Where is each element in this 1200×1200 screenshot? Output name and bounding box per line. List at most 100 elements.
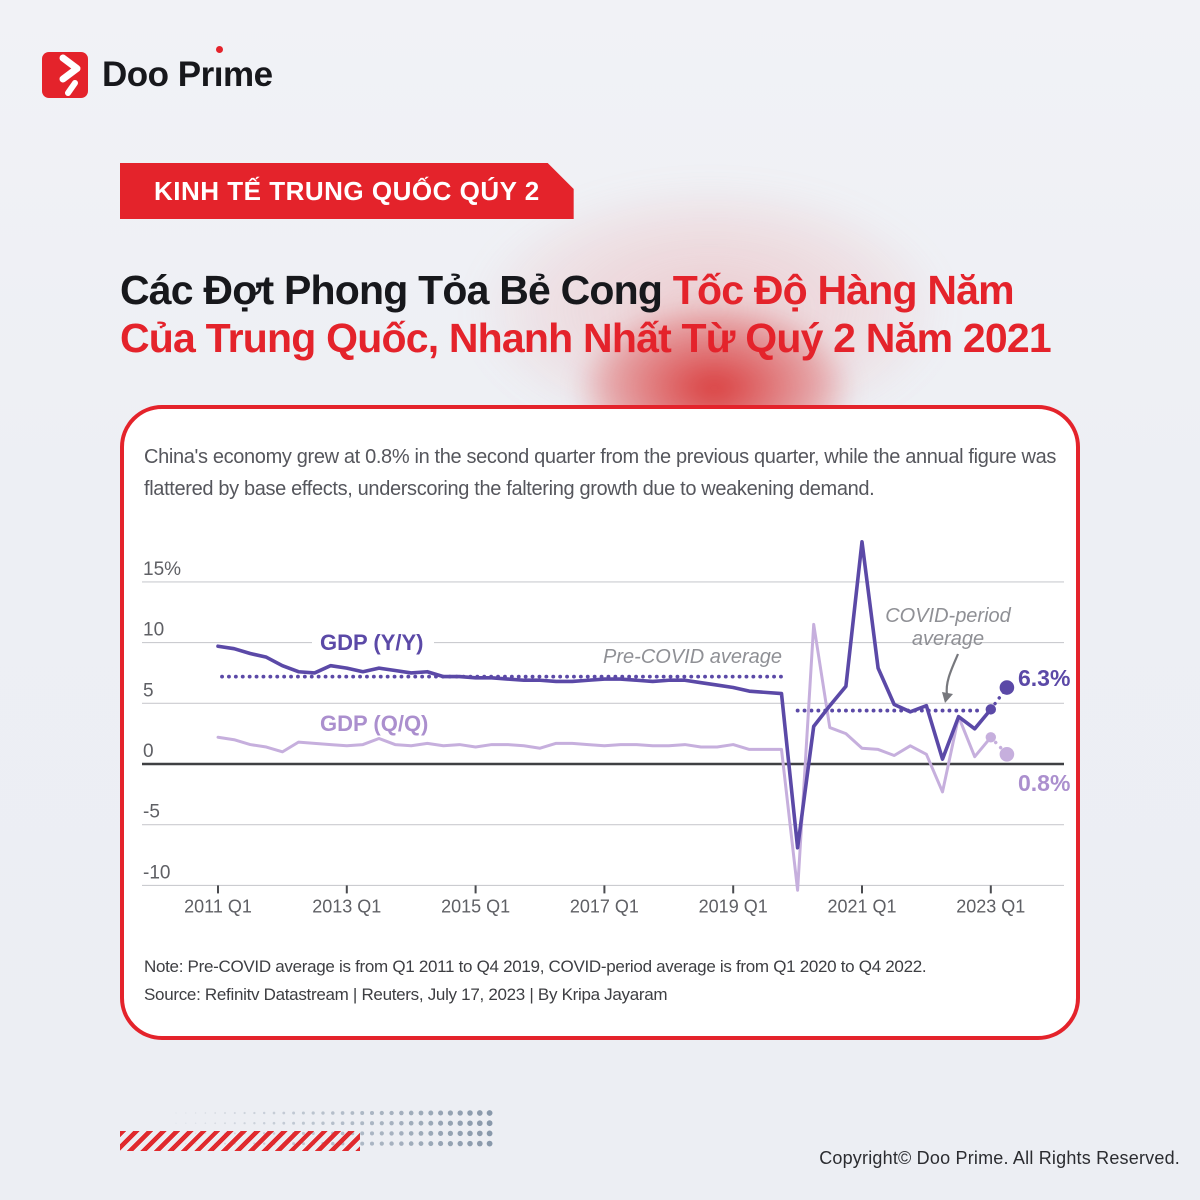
deco-dot [486,1110,493,1116]
y-axis-tick-label: 15% [143,559,181,580]
deco-dot [447,1110,454,1116]
covid-average-annotation-line1: COVID-period [885,605,1011,627]
x-axis-tick-label: 2011 Q1 [184,896,252,916]
deco-dot [204,1122,207,1125]
deco-dot [457,1120,463,1126]
deco-dot [350,1111,355,1115]
gdp-qq-q1-dot [985,732,996,743]
gdp-yy-label: GDP (Y/Y) [320,630,424,655]
x-axis-tick-label: 2013 Q1 [312,896,381,916]
deco-dot [476,1130,483,1137]
deco-dot [379,1141,384,1146]
chart-footnotes: Note: Pre-COVID average is from Q1 2011 … [144,953,1064,1009]
x-axis-tick-label: 2019 Q1 [699,896,768,916]
deco-dot [399,1131,404,1136]
doo-prime-logo: Doo Prı me [42,46,273,98]
deco-dot [418,1141,424,1146]
deco-dot [379,1121,384,1126]
deco-dot [185,1112,187,1114]
deco-dot [340,1121,345,1126]
background-red-globe-glow [520,240,880,430]
deco-dot [467,1110,473,1116]
y-axis-tick-label: 5 [143,680,154,701]
gdp-yy-q1-dot [985,704,996,715]
deco-dot [214,1112,217,1114]
deco-dot [438,1141,444,1147]
title-line-2: Của Trung Quốc, Nhanh Nhất Từ Quý 2 Năm … [120,315,1052,361]
doo-prime-logo-icon [42,52,88,98]
gdp-qq-label: GDP (Q/Q) [320,711,428,736]
deco-dot [486,1130,493,1137]
chart-card: China's economy grew at 0.8% in the seco… [120,405,1080,1040]
deco-dot [272,1121,276,1125]
deco-dot [331,1121,335,1125]
deco-dot [243,1111,246,1115]
deco-dot [399,1120,404,1126]
deco-dot [428,1130,434,1136]
deco-dot [321,1111,325,1115]
deco-dot [457,1140,463,1147]
annotation-arrow [945,653,960,696]
deco-dot [369,1131,375,1136]
deco-dot [476,1120,483,1127]
deco-dot [292,1111,296,1115]
deco-dot [418,1110,424,1116]
deco-dot [253,1122,256,1125]
covid-average-annotation-line2: average [912,628,984,650]
gdp-yy-line [216,540,993,850]
deco-dot [360,1131,365,1136]
deco-dot [389,1141,394,1146]
deco-dot [399,1141,404,1146]
y-axis-tick-label: 10 [143,620,164,641]
chart-note: Note: Pre-COVID average is from Q1 2011 … [144,957,927,976]
pre-covid-average-annotation: Pre-COVID average [603,646,782,668]
deco-dot [428,1110,434,1116]
deco-dot [438,1120,444,1126]
deco-dot [457,1130,463,1137]
deco-dot [311,1121,315,1125]
page-title: Các Đợt Phong Tỏa Bẻ Cong Tốc Độ Hàng Nă… [120,266,1052,362]
deco-dot [282,1111,286,1115]
deco-dot [438,1110,444,1116]
deco-dot [253,1111,256,1115]
chart-description: China's economy grew at 0.8% in the seco… [144,446,1057,500]
doo-prime-logo-text: Doo Prı me [102,46,273,95]
title-line-1: Các Đợt Phong Tỏa Bẻ Cong Tốc Độ Hàng Nă… [120,267,1015,313]
deco-dot [331,1111,335,1115]
deco-dot [214,1122,217,1125]
deco-dot [292,1121,296,1125]
deco-dot [262,1121,266,1125]
deco-dot [379,1110,384,1116]
deco-dot [360,1111,365,1115]
deco-dot [272,1111,276,1115]
gdp-line-chart: 15% 10 5 0 -5 -10 2011 Q1 2013 Q1 2015 Q1 2017 Q1… [142,540,1070,916]
deco-dot [233,1122,236,1125]
section-badge: KINH TẾ TRUNG QUỐC QÚY 2 [120,163,574,219]
deco-dot [486,1120,493,1127]
deco-dot [476,1140,483,1147]
deco-dot [476,1110,483,1116]
deco-dot [408,1131,414,1136]
deco-dot [418,1120,424,1126]
annotation-arrowhead [942,692,953,703]
deco-dot [321,1121,325,1125]
red-hatch-bar-decoration [120,1131,360,1151]
deco-dot [467,1140,473,1147]
chart-source: Source: Refinitv Datastream | Reuters, J… [144,985,668,1004]
deco-dot [282,1121,286,1125]
deco-dot [262,1111,266,1115]
copyright-text: Copyright© Doo Prime. All Rights Reserve… [819,1148,1180,1168]
x-axis-tick-label: 2017 Q1 [570,896,639,916]
label-knockout [312,629,434,655]
deco-dot [360,1141,365,1146]
deco-dot [447,1120,454,1126]
gdp-yy-q2-dot [999,680,1015,695]
deco-dot [175,1122,177,1124]
deco-dot [243,1122,246,1125]
deco-dot [408,1120,414,1126]
deco-dot [194,1122,197,1124]
deco-dot [301,1121,305,1125]
deco-dot [340,1111,345,1115]
deco-dot [389,1121,394,1126]
